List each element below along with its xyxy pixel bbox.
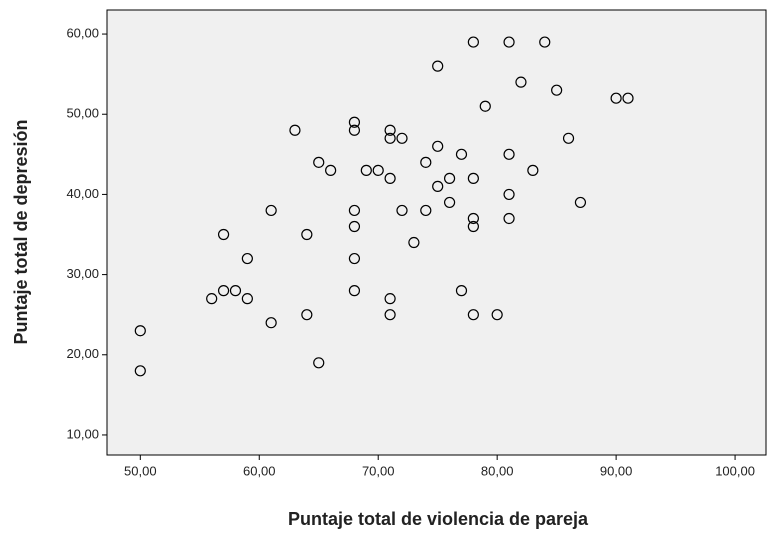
x-tick-label: 80,00: [481, 463, 514, 478]
point: [241, 293, 253, 305]
point: [491, 309, 503, 321]
point: [527, 164, 539, 176]
point: [384, 293, 396, 305]
point: [467, 36, 479, 48]
y-tick-label: 50,00: [66, 106, 99, 121]
point: [467, 172, 479, 184]
point: [467, 212, 479, 225]
y-axis-title: Puntaje total de depresión: [11, 119, 31, 344]
x-tick-label: 90,00: [600, 463, 633, 478]
point: [515, 76, 527, 88]
point: [313, 357, 325, 369]
point: [241, 252, 253, 265]
point: [206, 293, 218, 305]
point: [384, 132, 396, 144]
point: [551, 84, 563, 96]
point: [229, 285, 242, 297]
plot-area: [106, 9, 767, 456]
y-tick-label: 30,00: [66, 266, 99, 281]
point: [503, 148, 515, 160]
point: [562, 132, 575, 144]
x-tick-label: 60,00: [243, 463, 276, 478]
point: [325, 164, 337, 176]
point: [443, 196, 456, 209]
point: [384, 172, 396, 184]
point: [348, 204, 361, 217]
y-tick-label: 20,00: [66, 346, 99, 361]
point: [455, 285, 468, 297]
x-tick-label: 100,00: [715, 463, 755, 478]
x-axis-title: Puntaje total de violencia de pareja: [288, 509, 589, 529]
point: [467, 220, 479, 233]
point: [289, 124, 301, 136]
point: [432, 60, 444, 72]
point: [134, 365, 146, 377]
y-tick-label: 60,00: [66, 25, 99, 40]
point: [348, 220, 361, 233]
x-tick-label: 70,00: [362, 463, 395, 478]
point: [610, 92, 622, 104]
point: [301, 228, 313, 241]
point: [396, 132, 408, 144]
point: [348, 285, 361, 297]
point: [503, 36, 515, 48]
point: [443, 172, 456, 184]
y-tick-label: 40,00: [66, 186, 99, 201]
point: [348, 124, 361, 136]
point: [432, 180, 444, 192]
x-tick-label: 50,00: [124, 463, 157, 478]
point: [313, 156, 325, 168]
point: [360, 164, 372, 176]
point: [574, 196, 587, 209]
point: [455, 148, 468, 160]
point: [265, 317, 277, 329]
point: [408, 236, 420, 249]
point: [301, 309, 313, 321]
point: [348, 116, 361, 128]
point: [217, 285, 230, 297]
point: [622, 92, 634, 104]
point: [539, 36, 551, 48]
point: [217, 228, 230, 241]
point: [384, 124, 396, 136]
point: [467, 309, 479, 321]
point: [396, 204, 408, 217]
point: [503, 188, 515, 201]
point: [503, 212, 515, 225]
point: [479, 100, 491, 112]
point: [134, 325, 146, 337]
point: [265, 204, 277, 217]
point: [420, 156, 432, 168]
point: [432, 140, 444, 152]
point: [348, 252, 361, 265]
point: [420, 204, 432, 217]
point: [384, 309, 396, 321]
point: [372, 164, 384, 176]
y-tick-label: 10,00: [66, 426, 99, 441]
